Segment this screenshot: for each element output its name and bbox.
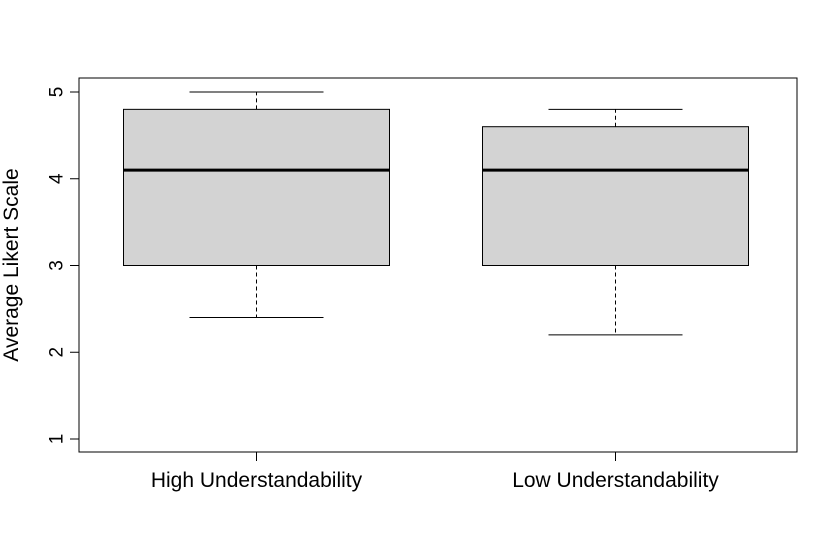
- y-tick-label: 4: [47, 173, 68, 184]
- iqr-box: [482, 126, 749, 266]
- plot-area: [123, 91, 749, 336]
- y-tick-label: 1: [47, 434, 68, 445]
- y-tick-label: 5: [47, 87, 68, 98]
- iqr-box: [123, 108, 390, 266]
- box-group: [123, 91, 390, 319]
- y-axis-title: Average Likert Scale: [0, 168, 23, 361]
- y-tick-label: 3: [47, 260, 68, 271]
- axes: 1 2 3 4 5 High Understandability Low Understan…: [47, 77, 798, 492]
- x-category-label: Low Understandability: [512, 469, 719, 492]
- box-group: [482, 108, 749, 336]
- y-tick-label: 2: [47, 347, 68, 358]
- x-category-label: High Understandability: [151, 469, 363, 492]
